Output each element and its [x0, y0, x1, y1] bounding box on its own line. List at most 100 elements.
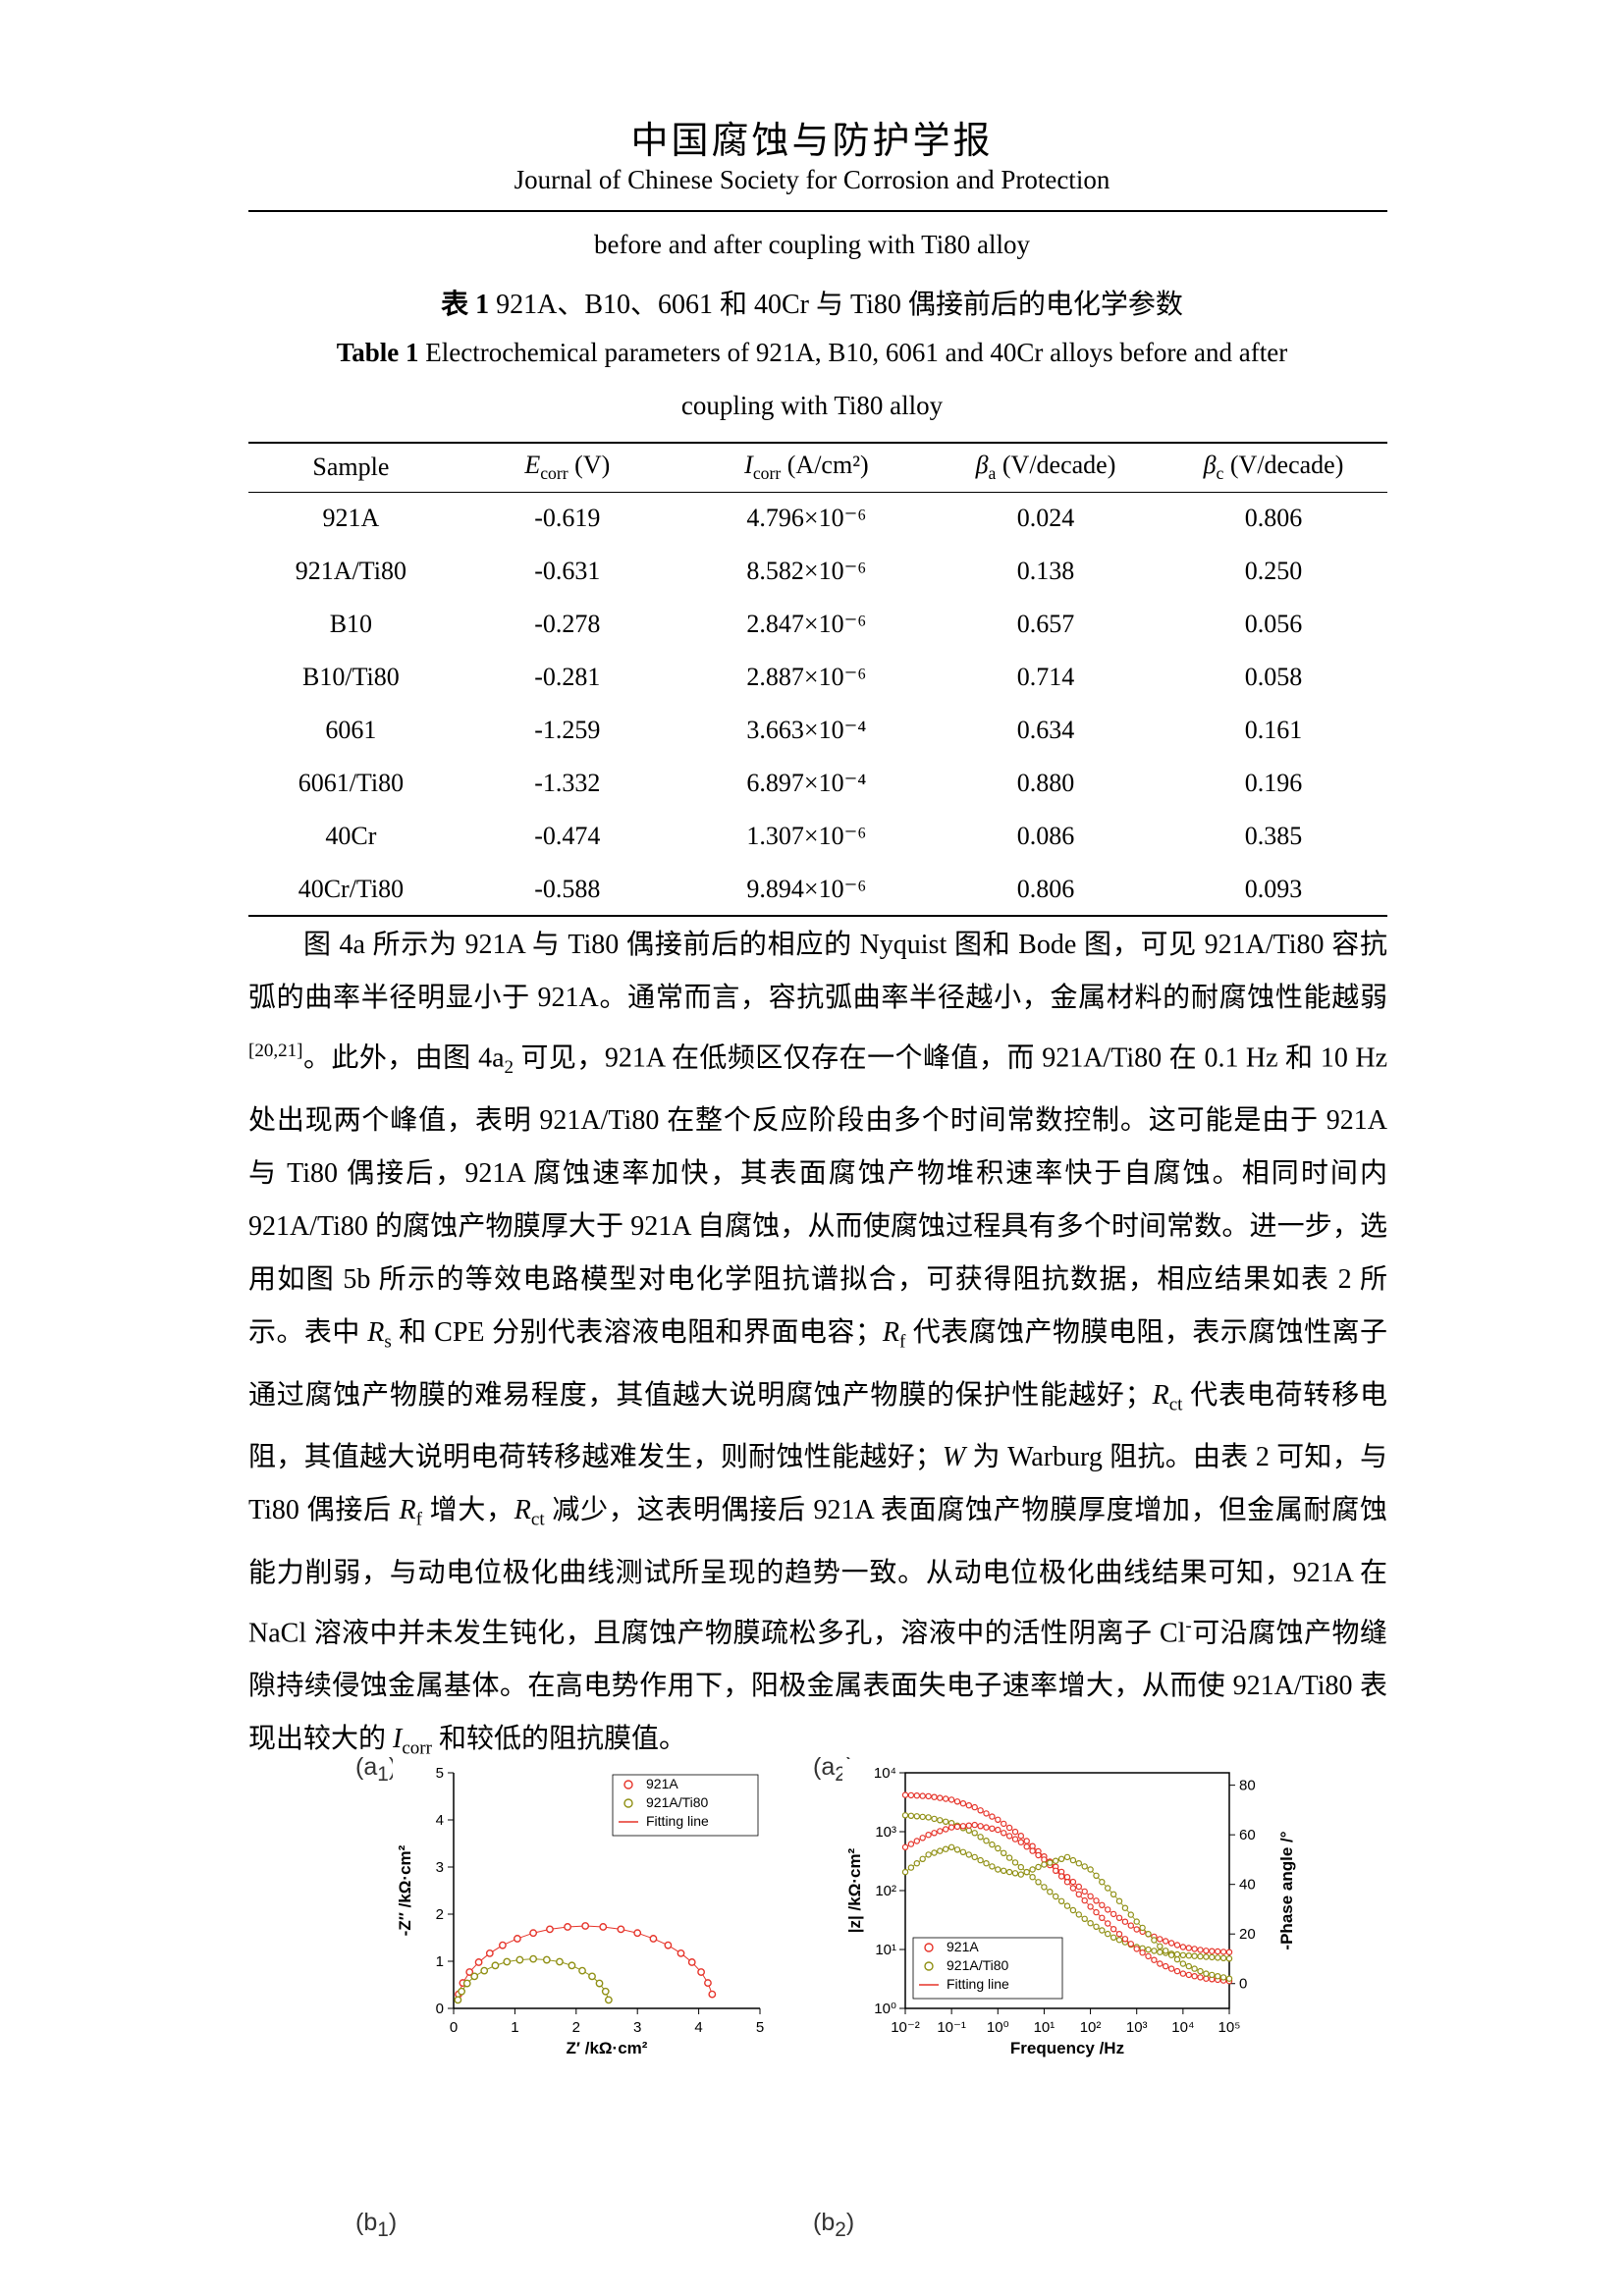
table-cell: -0.278 — [534, 610, 601, 638]
table-caption-zh: 表 1 921A、B10、6061 和 40Cr 与 Ti80 偶接前后的电化学… — [0, 283, 1624, 322]
svg-text:4: 4 — [436, 1812, 444, 1829]
svg-text:-Z″ /kΩ·cm²: -Z″ /kΩ·cm² — [396, 1844, 414, 1936]
table-cell: 0.250 — [1244, 557, 1303, 585]
table-row: 6061 -1.259 3.663×10⁻⁴ 0.634 0.161 — [248, 704, 1387, 757]
svg-text:0: 0 — [1239, 1976, 1247, 1993]
table-cell: 0.058 — [1244, 663, 1303, 691]
table-cell: 0.634 — [1016, 716, 1075, 744]
svg-text:10³: 10³ — [875, 1824, 896, 1841]
svg-text:921A/Ti80: 921A/Ti80 — [646, 1794, 709, 1810]
table-cell: 921A/Ti80 — [295, 557, 406, 585]
column-header-icorr: Icorr (A/cm²) — [744, 451, 869, 484]
table-row: B10/Ti80 -0.281 2.887×10⁻⁶ 0.714 0.058 — [248, 651, 1387, 704]
table-cell: 921A — [322, 504, 380, 533]
table-cell: 0.161 — [1244, 716, 1303, 744]
table-cell: 0.806 — [1016, 874, 1075, 903]
table-cell: 0.657 — [1016, 610, 1075, 638]
svg-text:40: 40 — [1239, 1877, 1256, 1894]
svg-text:921A/Ti80: 921A/Ti80 — [947, 1957, 1009, 1973]
table-row: 921A -0.619 4.796×10⁻⁶ 0.024 0.806 — [248, 492, 1387, 545]
column-header-beta-c: βc (V/decade) — [1203, 451, 1344, 484]
table-caption-en-text: Electrochemical parameters of 921A, B10,… — [418, 338, 1288, 367]
table-cell: -0.474 — [534, 822, 601, 850]
table-caption-en: Table 1 Electrochemical parameters of 92… — [0, 338, 1624, 368]
table-cell: 0.806 — [1244, 504, 1303, 533]
table-cell: 0.385 — [1244, 822, 1303, 850]
svg-text:-Phase angle /°: -Phase angle /° — [1277, 1831, 1296, 1949]
table-cell: 40Cr — [325, 822, 377, 850]
table-cell: 0.093 — [1244, 874, 1303, 903]
table-row: 40Cr/Ti80 -0.588 9.894×10⁻⁶ 0.806 0.093 — [248, 863, 1387, 916]
svg-text:10⁴: 10⁴ — [1171, 2019, 1194, 2036]
svg-text:Fitting line: Fitting line — [646, 1813, 709, 1829]
svg-text:1: 1 — [511, 2019, 518, 2036]
table-cell: B10/Ti80 — [302, 663, 400, 691]
table-row: B10 -0.278 2.847×10⁻⁶ 0.657 0.056 — [248, 598, 1387, 651]
figure-label-b1: (b1) — [355, 2209, 398, 2241]
table-cell: -1.332 — [534, 769, 601, 797]
table-cell: 8.582×10⁻⁶ — [746, 557, 867, 585]
table-cell: -0.588 — [534, 874, 601, 903]
table-row: 6061/Ti80 -1.332 6.897×10⁻⁴ 0.880 0.196 — [248, 757, 1387, 810]
table-cell: 6061/Ti80 — [298, 769, 405, 797]
svg-text:Z′ /kΩ·cm²: Z′ /kΩ·cm² — [567, 2039, 648, 2057]
table-cell: 4.796×10⁻⁶ — [746, 504, 867, 533]
table-cell: -0.281 — [534, 663, 601, 691]
svg-text:10³: 10³ — [1126, 2019, 1148, 2036]
svg-text:10²: 10² — [1080, 2019, 1102, 2036]
svg-text:10¹: 10¹ — [1034, 2019, 1056, 2036]
svg-text:5: 5 — [436, 1765, 444, 1782]
table-cell: 0.056 — [1244, 610, 1303, 638]
table-cell: -0.631 — [534, 557, 601, 585]
table-caption-en-number: Table 1 — [336, 338, 419, 367]
table-cell: 1.307×10⁻⁶ — [746, 822, 867, 850]
journal-title-zh: 中国腐蚀与防护学报 — [630, 121, 994, 162]
svg-text:Frequency /Hz: Frequency /Hz — [1010, 2039, 1124, 2057]
svg-text:921A: 921A — [646, 1776, 678, 1791]
table-caption-en-line2: coupling with Ti80 alloy — [680, 391, 944, 420]
table-cell: 0.880 — [1016, 769, 1075, 797]
table-cell: -1.259 — [534, 716, 601, 744]
table-cell: 2.847×10⁻⁶ — [746, 610, 867, 638]
table-cell: 0.086 — [1016, 822, 1075, 850]
table-cell: 9.894×10⁻⁶ — [746, 874, 867, 903]
svg-text:2: 2 — [572, 2019, 580, 2036]
bode-chart-a2: 10⁻² 10⁻¹ 10⁰ 10¹ 10² 10³ 10⁴ 10⁵ 10⁰ 10¹ 10² 10³ 10… — [842, 1759, 1304, 2063]
svg-text:0: 0 — [450, 2019, 458, 2036]
table-cell: 6.897×10⁻⁴ — [746, 769, 867, 797]
table-caption-zh-number: 表 1 — [441, 290, 490, 320]
svg-text:10⁵: 10⁵ — [1218, 2019, 1241, 2036]
svg-text:10⁴: 10⁴ — [874, 1765, 896, 1782]
svg-text:10²: 10² — [875, 1883, 896, 1899]
svg-text:0: 0 — [436, 2001, 444, 2017]
svg-text:60: 60 — [1239, 1827, 1256, 1843]
table-cell: 40Cr/Ti80 — [298, 874, 405, 903]
svg-text:921A: 921A — [947, 1939, 979, 1954]
svg-text:4: 4 — [694, 2019, 702, 2036]
svg-text:20: 20 — [1239, 1926, 1256, 1943]
svg-text:Fitting line: Fitting line — [947, 1976, 1009, 1992]
svg-text:10⁻¹: 10⁻¹ — [937, 2019, 966, 2036]
svg-text:3: 3 — [436, 1859, 444, 1876]
svg-text:2: 2 — [436, 1906, 444, 1923]
svg-text:10⁻²: 10⁻² — [891, 2019, 920, 2036]
column-header-beta-a: βa (V/decade) — [975, 451, 1116, 484]
svg-text:10⁰: 10⁰ — [987, 2019, 1009, 2036]
svg-text:10¹: 10¹ — [875, 1942, 896, 1958]
figure-label-a1: (a1) — [355, 1753, 398, 1786]
svg-text:1: 1 — [436, 1953, 444, 1970]
table-row: 921A/Ti80 -0.631 8.582×10⁻⁶ 0.138 0.250 — [248, 545, 1387, 598]
table-caption-zh-text: 921A、B10、6061 和 40Cr 与 Ti80 偶接前后的电化学参数 — [489, 290, 1183, 320]
table-cell: 0.196 — [1244, 769, 1303, 797]
column-header-sample: Sample — [312, 453, 390, 482]
table-cell: 0.024 — [1016, 504, 1075, 533]
svg-text:5: 5 — [756, 2019, 764, 2036]
table-cell: 0.714 — [1016, 663, 1075, 691]
svg-text:80: 80 — [1239, 1778, 1256, 1794]
figure-label-b2: (b2) — [813, 2209, 855, 2241]
column-header-ecorr: Ecorr (V) — [524, 451, 611, 484]
table-cell: 0.138 — [1016, 557, 1075, 585]
journal-title-en: Journal of Chinese Society for Corrosion… — [514, 165, 1110, 194]
table-cell: -0.619 — [534, 504, 601, 533]
